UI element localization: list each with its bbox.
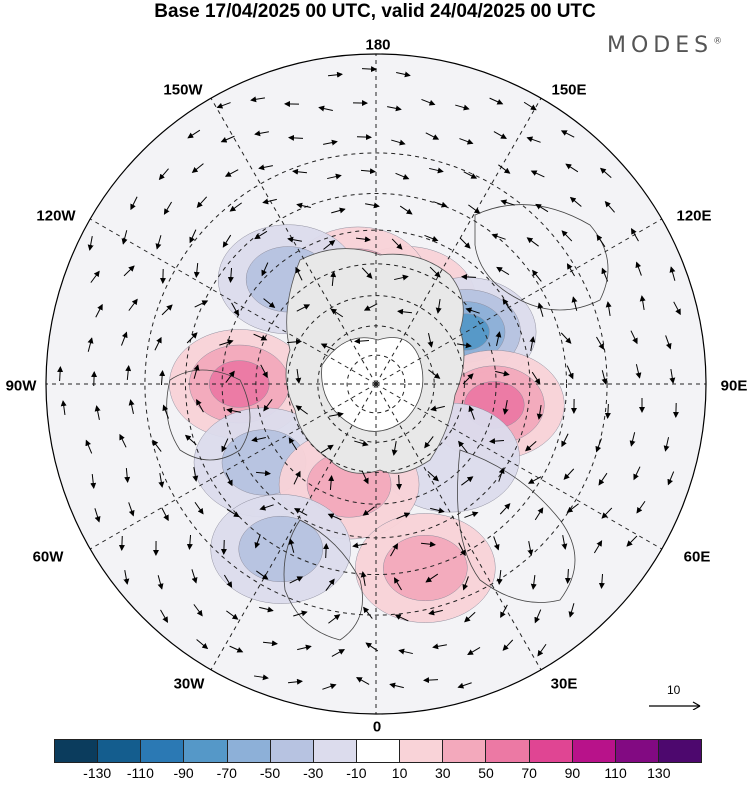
lon-label-0: 0 [373,719,381,736]
colorbar-tick-label: 70 [521,765,537,781]
colorbar-swatch [530,740,573,762]
colorbar-swatch [357,740,400,762]
colorbar-tick-label: 110 [604,765,626,781]
reference-vector-arrow [648,698,704,710]
lon-label-120e: 120E [676,208,711,225]
lon-label-30w: 30W [174,676,205,693]
colorbar-swatch [400,740,443,762]
lon-label-180: 180 [365,37,390,54]
colorbar-swatch [184,740,227,762]
lon-label-30e: 30E [551,676,578,693]
colorbar-tick-label: 30 [435,765,451,781]
colorbar-tick-label: -10 [346,765,366,781]
colorbar-swatch [616,740,659,762]
wind-vector [424,680,438,681]
colorbar-ticks: -130 -110 -90 -70 -50 -30 -10 10 30 50 70 90 110 130 [54,765,702,783]
colorbar-swatch [228,740,271,762]
wind-vector [326,544,327,558]
colorbar-swatch [486,740,529,762]
colorbar-tick-label: 130 [647,765,670,781]
colorbar-swatch [314,740,357,762]
lon-label-150w: 150W [163,82,202,99]
colorbar-swatch [55,740,98,762]
colorbar-swatch [141,740,184,762]
colorbar-tick-label: 50 [478,765,494,781]
colorbar-swatch [659,740,701,762]
colorbar-swatch [443,740,486,762]
colorbar-tick-label: -90 [173,765,193,781]
colorbar-swatch [271,740,314,762]
colorbar-swatch [98,740,141,762]
lon-label-90w: 90W [6,378,37,395]
lon-label-60w: 60W [33,549,64,566]
lon-label-120w: 120W [36,208,75,225]
colorbar-tick-label: -70 [217,765,237,781]
lon-label-90e: 90E [721,378,748,395]
colorbar-tick-label: -110 [127,765,154,781]
wind-vector [357,137,371,138]
anomaly-contour [239,516,323,582]
wind-vector [399,475,400,489]
colorbar-swatch [573,740,616,762]
wind-vector [122,536,123,550]
colorbar-tick-label: -130 [83,765,111,781]
lon-label-60e: 60E [684,549,711,566]
lon-label-150e: 150E [551,82,586,99]
reference-vector-label: 10 [667,683,680,697]
colorbar-tick-label: -30 [303,765,323,781]
colorbar-tick-label: 90 [565,765,581,781]
colorbar [54,739,702,763]
colorbar-tick-label: -50 [260,765,280,781]
colorbar-tick-label: 10 [392,765,408,781]
